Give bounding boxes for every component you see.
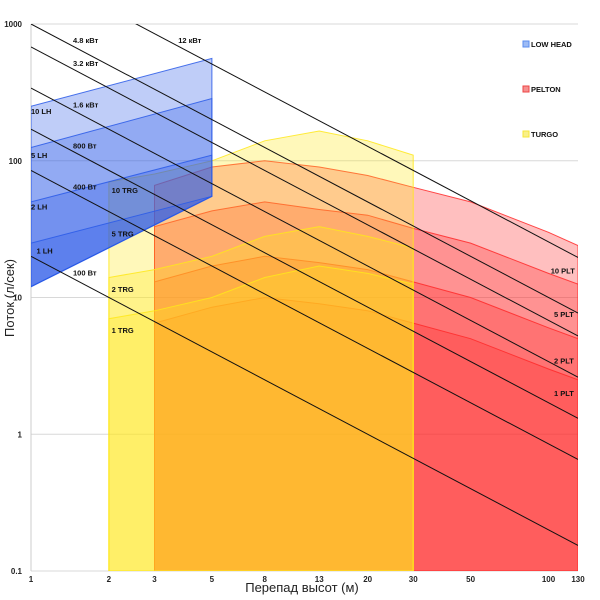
- series-label: 5 TRG: [112, 229, 134, 238]
- series-label: 10 TRG: [112, 186, 138, 195]
- power-line: [31, 128, 578, 419]
- power-line: [31, 255, 578, 546]
- series-label: 1 TRG: [112, 326, 134, 335]
- series-label: 10 PLT: [551, 266, 575, 275]
- legend-label: LOW HEAD: [531, 40, 572, 49]
- regions: [31, 57, 578, 571]
- series-label: 2 PLT: [554, 356, 574, 365]
- series-label: 1 LH: [36, 246, 52, 255]
- x-tick-label: 1: [29, 575, 34, 584]
- series-label: 5 LH: [31, 151, 47, 160]
- power-line: [31, 87, 578, 378]
- power-line: [135, 24, 578, 258]
- legend: LOW HEAD PELTON TURGO: [522, 40, 572, 139]
- x-tick-label: 2: [107, 575, 112, 584]
- x-tick-label: 30: [409, 575, 418, 584]
- power-line-label: 1.6 кВт: [73, 100, 99, 109]
- legend-label: PELTON: [531, 85, 561, 94]
- legend-swatch: [522, 130, 530, 138]
- power-line: [31, 24, 578, 314]
- x-tick-label: 8: [262, 575, 267, 584]
- region-pelton: [154, 160, 578, 571]
- region-pelton: [154, 296, 578, 571]
- series-label: 1 PLT: [554, 389, 574, 398]
- region-low-head: [31, 195, 213, 288]
- y-axis-title: Поток (л/сек): [2, 259, 17, 337]
- x-tick-label: 5: [210, 575, 215, 584]
- y-tick-label: 1: [18, 430, 23, 439]
- x-axis-title: Перепад высот (м): [245, 580, 359, 595]
- ticks: 1 2 3 5 8 13 20 30 50 100 130 0.1 1 10 100 1000: [4, 20, 585, 584]
- legend-swatch: [522, 40, 530, 48]
- series-label: 2 TRG: [112, 285, 134, 294]
- y-tick-label: 10: [13, 294, 22, 303]
- power-line-label: 100 Вт: [73, 269, 97, 278]
- legend-label: TURGO: [531, 130, 558, 139]
- power-line-label: 800 Вт: [73, 141, 97, 150]
- y-tick-label: 0.1: [11, 567, 23, 576]
- power-line: [31, 46, 578, 337]
- power-line: [31, 169, 578, 460]
- series-label: 2 LH: [31, 203, 47, 212]
- y-tick-label: 1000: [4, 20, 22, 29]
- x-tick-label: 50: [466, 575, 475, 584]
- x-tick-label: 20: [363, 575, 372, 584]
- power-lines: [31, 24, 578, 546]
- region-pelton: [154, 255, 578, 571]
- power-line-label: 3.2 кВт: [73, 59, 99, 68]
- y-tick-label: 100: [9, 157, 23, 166]
- region-turgo: [108, 265, 414, 571]
- region-pelton: [154, 201, 578, 571]
- series-label: 5 PLT: [554, 310, 574, 319]
- x-tick-label: 130: [571, 575, 585, 584]
- x-tick-label: 100: [542, 575, 556, 584]
- x-tick-label: 3: [152, 575, 157, 584]
- series-label: 10 LH: [31, 107, 51, 116]
- power-line-label: 4.8 кВт: [73, 36, 99, 45]
- power-line-label: 400 Вт: [73, 183, 97, 192]
- series-labels: 100 Вт 400 Вт 800 Вт 1.6 кВт 3.2 кВт 4.8 кВт 1…: [31, 36, 575, 398]
- x-tick-label: 13: [315, 575, 324, 584]
- power-line-label: 12 кВт: [178, 36, 201, 45]
- legend-swatch: [522, 85, 530, 93]
